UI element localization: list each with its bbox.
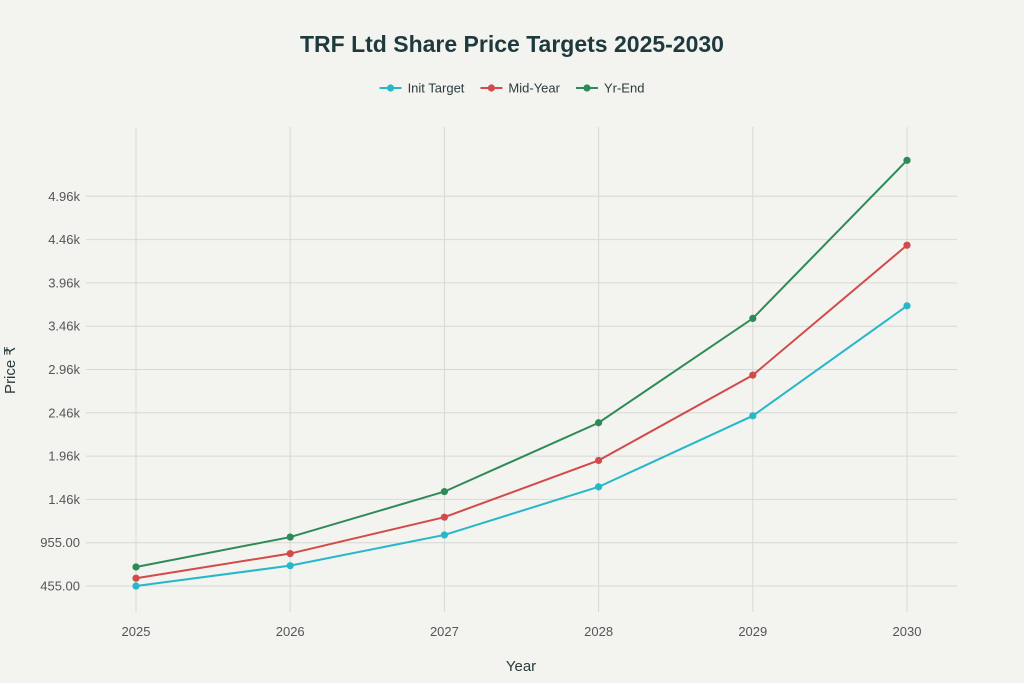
y-tick-label: 2.46k xyxy=(48,405,80,420)
legend-swatch-marker xyxy=(487,84,496,92)
data-point xyxy=(286,562,294,570)
y-axis-ticks: 455.00 955.00 1.46k 1.96k 2.46k 2.96k 3.46k 3.9… xyxy=(40,189,80,594)
series-line-yr-end xyxy=(135,159,908,568)
data-point xyxy=(132,574,140,582)
data-point xyxy=(595,419,603,427)
gridlines xyxy=(86,127,957,612)
y-tick-label: 2.96k xyxy=(48,362,80,377)
data-point xyxy=(749,371,757,379)
data-point xyxy=(749,314,757,323)
series-line-mid-year xyxy=(135,244,908,580)
x-tick-label: 2028 xyxy=(584,624,613,639)
x-axis-ticks: 2025 2026 2027 2028 2029 2030 xyxy=(122,624,922,639)
legend-label: Yr-End xyxy=(604,81,644,96)
legend-item: Yr-End xyxy=(575,81,644,96)
y-axis-title: Price ₹ xyxy=(2,346,19,394)
y-tick-label: 1.46k xyxy=(48,492,80,507)
data-point xyxy=(132,582,140,590)
y-tick-label: 3.46k xyxy=(48,319,80,334)
data-point xyxy=(903,302,911,310)
data-point xyxy=(440,513,448,521)
data-point xyxy=(903,241,911,249)
x-tick-label: 2026 xyxy=(276,624,305,639)
data-point xyxy=(749,412,757,420)
x-tick-label: 2029 xyxy=(738,624,767,639)
legend: Init Target Mid-Year Yr-End xyxy=(379,81,644,96)
x-tick-label: 2027 xyxy=(430,624,459,639)
y-tick-label: 955.00 xyxy=(40,535,80,550)
y-tick-label: 4.96k xyxy=(48,189,80,204)
x-axis-title: Year xyxy=(506,658,536,675)
legend-item: Init Target xyxy=(379,81,465,96)
legend-swatch-marker xyxy=(583,84,591,92)
chart-title: TRF Ltd Share Price Targets 2025-2030 xyxy=(300,31,724,57)
legend-item: Mid-Year xyxy=(480,81,561,96)
data-point xyxy=(595,456,603,465)
data-point xyxy=(903,156,911,164)
data-point xyxy=(286,533,294,541)
data-point xyxy=(440,488,448,496)
y-tick-label: 3.96k xyxy=(48,275,80,290)
series-layer xyxy=(132,156,911,590)
x-tick-label: 2025 xyxy=(122,624,151,639)
legend-label: Mid-Year xyxy=(508,81,560,96)
data-point xyxy=(286,549,294,558)
legend-label: Init Target xyxy=(408,81,465,96)
y-tick-label: 4.46k xyxy=(48,232,80,247)
y-tick-label: 1.96k xyxy=(48,449,80,464)
x-tick-label: 2030 xyxy=(893,624,922,639)
y-tick-label: 455.00 xyxy=(40,579,80,594)
legend-swatch-marker xyxy=(386,84,395,92)
series-line-init-target xyxy=(135,305,908,588)
data-point xyxy=(132,563,140,571)
data-point xyxy=(595,483,603,491)
data-point xyxy=(440,531,448,539)
